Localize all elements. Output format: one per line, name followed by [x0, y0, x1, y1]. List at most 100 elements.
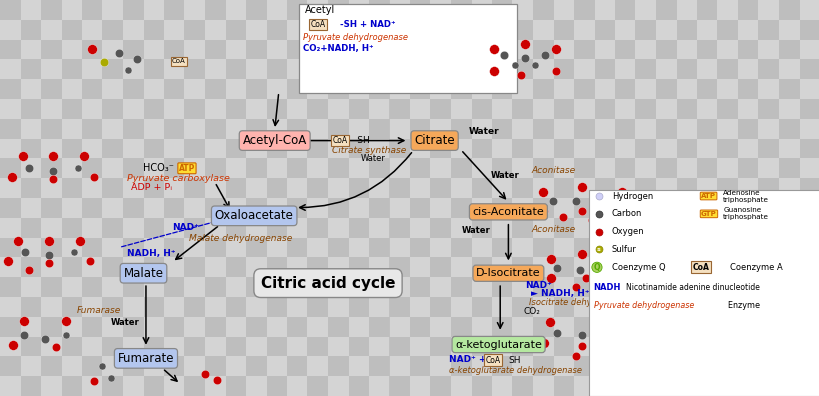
Bar: [246, 277, 266, 297]
Bar: [369, 337, 389, 356]
Text: Citrate synthase: Citrate synthase: [332, 146, 405, 155]
Bar: [184, 376, 205, 396]
Bar: [369, 297, 389, 317]
Bar: [553, 0, 573, 20]
Bar: [512, 198, 532, 218]
Bar: [307, 337, 328, 356]
Bar: [143, 59, 164, 79]
Bar: [328, 317, 348, 337]
Bar: [655, 79, 676, 99]
Bar: [287, 59, 307, 79]
Bar: [410, 317, 430, 337]
Bar: [41, 20, 61, 40]
Bar: [655, 356, 676, 376]
Bar: [635, 178, 655, 198]
Bar: [164, 178, 184, 198]
Bar: [0, 277, 20, 297]
Bar: [696, 139, 717, 158]
Bar: [471, 356, 491, 376]
Bar: [102, 119, 123, 139]
Bar: [123, 40, 143, 59]
Bar: [348, 99, 369, 119]
Bar: [287, 139, 307, 158]
Bar: [410, 356, 430, 376]
Bar: [799, 139, 819, 158]
Bar: [61, 139, 82, 158]
Bar: [430, 139, 450, 158]
Bar: [41, 297, 61, 317]
Bar: [102, 20, 123, 40]
Bar: [41, 119, 61, 139]
Bar: [123, 0, 143, 20]
Bar: [123, 59, 143, 79]
Text: NADH, H⁺: NADH, H⁺: [127, 249, 175, 258]
Bar: [61, 0, 82, 20]
Text: Pyruvate dehydrogenase: Pyruvate dehydrogenase: [593, 301, 693, 310]
Bar: [737, 40, 758, 59]
Bar: [717, 238, 737, 257]
Bar: [123, 178, 143, 198]
Bar: [164, 40, 184, 59]
Bar: [573, 238, 594, 257]
Bar: [512, 139, 532, 158]
Text: CoA: CoA: [692, 263, 708, 272]
Bar: [553, 178, 573, 198]
Bar: [676, 337, 696, 356]
Bar: [512, 119, 532, 139]
Bar: [655, 0, 676, 20]
Bar: [102, 317, 123, 337]
Text: α-ketoglutarate: α-ketoglutarate: [455, 339, 541, 350]
Bar: [307, 79, 328, 99]
Bar: [799, 20, 819, 40]
Bar: [594, 59, 614, 79]
Bar: [369, 158, 389, 178]
Bar: [573, 119, 594, 139]
Bar: [594, 158, 614, 178]
Bar: [778, 257, 799, 277]
Bar: [184, 139, 205, 158]
Bar: [246, 79, 266, 99]
Bar: [389, 79, 410, 99]
Bar: [389, 119, 410, 139]
Bar: [0, 158, 20, 178]
Bar: [512, 337, 532, 356]
Bar: [328, 277, 348, 297]
Text: Fumarase: Fumarase: [77, 307, 121, 315]
Bar: [553, 356, 573, 376]
Text: Coenzyme Q: Coenzyme Q: [611, 263, 664, 272]
Bar: [246, 376, 266, 396]
Bar: [82, 356, 102, 376]
Bar: [369, 119, 389, 139]
Bar: [287, 0, 307, 20]
Bar: [717, 257, 737, 277]
Bar: [655, 139, 676, 158]
Bar: [20, 218, 41, 238]
Bar: [123, 376, 143, 396]
Bar: [491, 139, 512, 158]
Bar: [491, 119, 512, 139]
Bar: [676, 158, 696, 178]
Bar: [82, 178, 102, 198]
Bar: [799, 79, 819, 99]
Text: Oxygen: Oxygen: [611, 227, 644, 236]
Bar: [348, 178, 369, 198]
Bar: [430, 0, 450, 20]
Bar: [696, 79, 717, 99]
Bar: [348, 257, 369, 277]
Bar: [143, 376, 164, 396]
Bar: [737, 198, 758, 218]
Bar: [20, 59, 41, 79]
Bar: [246, 356, 266, 376]
Bar: [205, 198, 225, 218]
Bar: [532, 337, 553, 356]
Bar: [369, 356, 389, 376]
Bar: [410, 198, 430, 218]
Bar: [532, 40, 553, 59]
Bar: [532, 238, 553, 257]
Bar: [512, 218, 532, 238]
Bar: [164, 99, 184, 119]
Bar: [717, 337, 737, 356]
Text: Citrate: Citrate: [414, 134, 455, 147]
Bar: [573, 356, 594, 376]
Bar: [246, 178, 266, 198]
